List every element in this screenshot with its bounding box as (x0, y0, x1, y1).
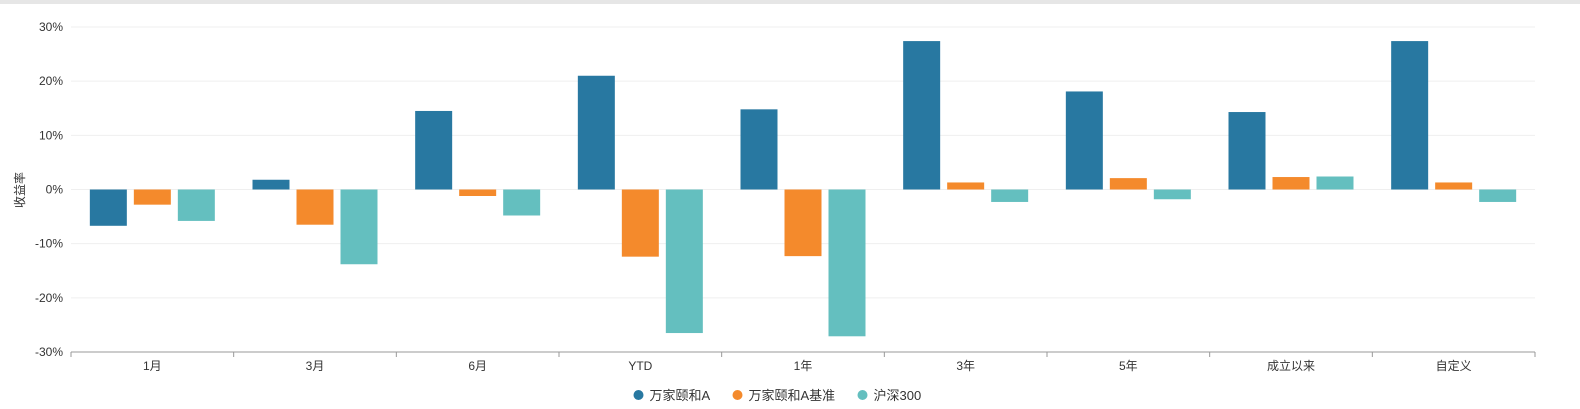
y-tick-label: 20% (39, 74, 63, 88)
x-tick-label: 5年 (1119, 359, 1138, 373)
bar[interactable] (415, 110, 453, 190)
y-tick-label: 10% (39, 128, 63, 142)
legend-marker (633, 390, 644, 400)
x-tick-label: 成立以来 (1267, 358, 1315, 373)
bar[interactable] (1391, 41, 1429, 190)
bar[interactable] (459, 189, 497, 197)
y-axis-title: 收益率 (12, 172, 27, 208)
top-border (0, 0, 1580, 4)
bar[interactable] (947, 182, 985, 190)
bars (89, 41, 1517, 337)
legend-marker (732, 390, 743, 400)
legend-label: 万家颐和A基准 (749, 388, 836, 403)
x-tick-label: 1年 (794, 359, 813, 373)
bar[interactable] (665, 189, 703, 334)
y-tick-label: 30% (39, 20, 63, 34)
legend-item[interactable]: 万家颐和A基准 (732, 388, 836, 403)
bar[interactable] (740, 109, 778, 190)
bar[interactable] (903, 41, 941, 190)
y-tick-label: -20% (35, 291, 63, 305)
bar[interactable] (89, 189, 127, 226)
y-tick-label: -30% (35, 345, 63, 359)
legend-item[interactable]: 万家颐和A (633, 388, 711, 403)
x-tick-label: 6月 (468, 359, 487, 373)
bar[interactable] (1479, 189, 1517, 202)
bar[interactable] (1153, 189, 1191, 200)
bar[interactable] (991, 189, 1029, 202)
bar[interactable] (1435, 182, 1473, 190)
bar[interactable] (577, 75, 615, 190)
bar[interactable] (503, 189, 541, 216)
bar[interactable] (296, 189, 334, 225)
bar[interactable] (1316, 176, 1354, 190)
bar[interactable] (828, 189, 866, 337)
axes: 30% 20% 10% 0% -10% -20% -30% 1月 3月 6月 YTD 1年 3年 5年 成立… (35, 20, 1536, 373)
legend: 万家颐和A 万家颐和A基准 沪深300 (633, 388, 922, 403)
y-tick-label: 0% (46, 183, 64, 197)
bar[interactable] (252, 179, 290, 190)
bar[interactable] (177, 189, 215, 221)
bar[interactable] (133, 189, 171, 205)
bar[interactable] (1065, 91, 1103, 190)
bar[interactable] (1228, 112, 1266, 190)
bar[interactable] (621, 189, 659, 257)
x-tick-label: 3年 (956, 359, 975, 373)
grid-lines (71, 26, 1535, 299)
bar[interactable] (1272, 177, 1310, 190)
legend-label: 沪深300 (874, 388, 922, 403)
bar[interactable] (1109, 178, 1147, 190)
bar[interactable] (784, 189, 822, 257)
x-tick-label: 3月 (306, 359, 325, 373)
legend-marker (857, 390, 868, 400)
legend-label: 万家颐和A (650, 388, 711, 403)
x-tick-label: YTD (628, 359, 652, 373)
x-tick-label: 1月 (143, 359, 162, 373)
bar[interactable] (340, 189, 378, 265)
legend-item[interactable]: 沪深300 (857, 388, 922, 403)
x-tick-label: 自定义 (1436, 358, 1472, 373)
y-tick-label: -10% (35, 237, 63, 251)
